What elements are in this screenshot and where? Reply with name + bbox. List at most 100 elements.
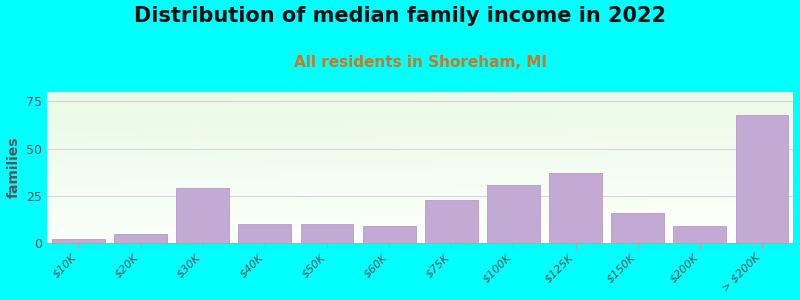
Bar — [517, 92, 521, 243]
Bar — [47, 227, 793, 228]
Y-axis label: families: families — [7, 137, 21, 198]
Bar — [219, 92, 222, 243]
Bar — [431, 92, 435, 243]
Bar — [305, 92, 308, 243]
Bar — [193, 92, 197, 243]
Bar — [47, 233, 793, 234]
Bar — [47, 168, 793, 169]
Bar — [483, 92, 487, 243]
Bar — [47, 170, 793, 171]
Bar — [450, 92, 454, 243]
Bar — [409, 92, 413, 243]
Bar — [622, 92, 626, 243]
Bar — [88, 92, 92, 243]
Bar — [47, 161, 793, 162]
Bar — [730, 92, 734, 243]
Bar — [47, 169, 793, 170]
Bar — [47, 152, 793, 153]
Bar — [47, 212, 793, 213]
Bar — [659, 92, 662, 243]
Bar — [778, 92, 782, 243]
Bar — [47, 118, 793, 119]
Bar — [47, 184, 793, 185]
Bar — [211, 92, 215, 243]
Bar — [47, 110, 793, 111]
Bar — [197, 92, 200, 243]
Bar — [238, 92, 242, 243]
Bar — [114, 92, 118, 243]
Bar — [47, 205, 793, 206]
Bar — [435, 92, 439, 243]
Bar — [47, 124, 793, 125]
Bar — [692, 92, 696, 243]
Bar — [425, 200, 478, 243]
Bar — [47, 213, 793, 214]
Bar — [51, 92, 55, 243]
Bar — [316, 92, 319, 243]
Bar — [573, 92, 577, 243]
Bar — [47, 187, 793, 188]
Bar — [473, 92, 476, 243]
Bar — [763, 92, 767, 243]
Bar — [47, 219, 793, 220]
Bar — [103, 92, 107, 243]
Bar — [47, 92, 51, 243]
Bar — [47, 225, 793, 226]
Bar — [297, 92, 301, 243]
Bar — [47, 109, 793, 110]
Bar — [47, 188, 793, 189]
Bar — [629, 92, 633, 243]
Bar — [626, 92, 629, 243]
Bar — [353, 92, 357, 243]
Bar — [47, 100, 793, 101]
Bar — [47, 165, 793, 166]
Bar — [47, 138, 793, 139]
Bar — [550, 92, 554, 243]
Bar — [47, 167, 793, 168]
Bar — [323, 92, 327, 243]
Bar — [47, 222, 793, 223]
Bar — [47, 215, 793, 216]
Bar — [47, 119, 793, 120]
Bar — [47, 174, 793, 175]
Bar — [595, 92, 599, 243]
Bar — [152, 92, 155, 243]
Bar — [47, 199, 793, 200]
Bar — [47, 115, 793, 116]
Bar — [47, 96, 793, 97]
Bar — [47, 191, 793, 192]
Bar — [707, 92, 711, 243]
Bar — [774, 92, 778, 243]
Bar — [186, 92, 189, 243]
Bar — [99, 92, 103, 243]
Bar — [47, 133, 793, 134]
Bar — [711, 92, 714, 243]
Bar — [398, 92, 402, 243]
Bar — [525, 92, 528, 243]
Bar — [494, 92, 498, 243]
Bar — [614, 92, 618, 243]
Text: Distribution of median family income in 2022: Distribution of median family income in … — [134, 6, 666, 26]
Bar — [726, 92, 730, 243]
Bar — [417, 92, 420, 243]
Bar — [543, 92, 547, 243]
Bar — [47, 120, 793, 121]
Bar — [547, 92, 550, 243]
Bar — [47, 130, 793, 131]
Bar — [47, 236, 793, 237]
Bar — [644, 92, 648, 243]
Bar — [47, 122, 793, 123]
Bar — [47, 145, 793, 146]
Bar — [47, 220, 793, 221]
Bar — [107, 92, 110, 243]
Bar — [554, 92, 558, 243]
Bar — [47, 216, 793, 217]
Bar — [47, 210, 793, 211]
Bar — [47, 164, 793, 165]
Bar — [491, 92, 494, 243]
Bar — [159, 92, 163, 243]
Bar — [282, 92, 286, 243]
Bar — [47, 240, 793, 241]
Bar — [47, 189, 793, 190]
Bar — [47, 135, 793, 136]
